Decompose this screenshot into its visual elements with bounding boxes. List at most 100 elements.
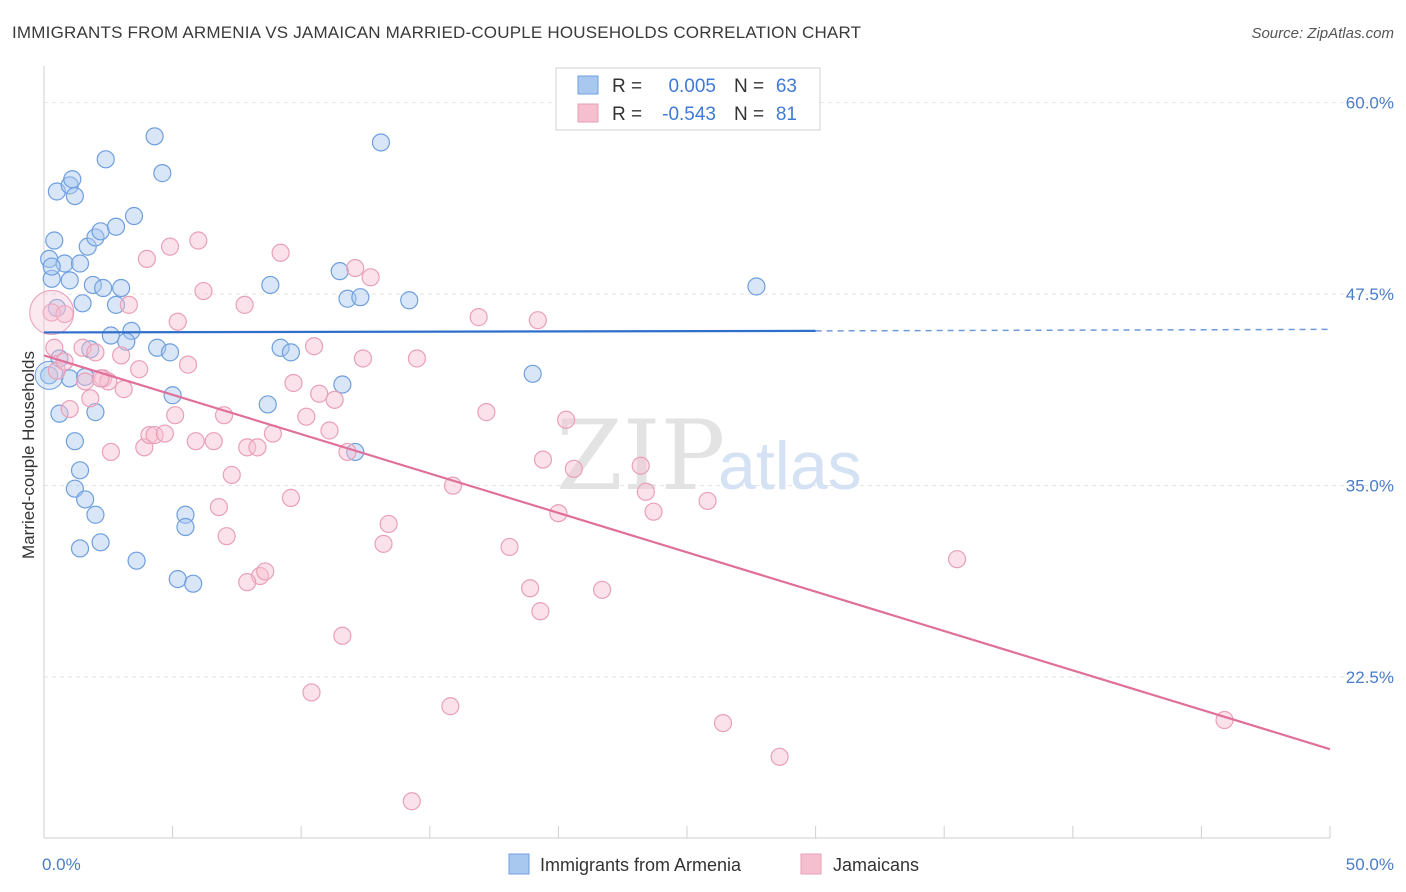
armenia-point-32 [70, 461, 90, 480]
legend-r-label-armenia: R = [612, 76, 642, 97]
jamaicans-point-48 [361, 268, 380, 287]
jamaicans-point-67 [333, 626, 352, 645]
armenia-point-57 [523, 364, 542, 383]
series-jamaicans-points [29, 231, 1234, 811]
armenia-point-21 [124, 206, 144, 226]
jamaicans-point-21 [166, 406, 185, 425]
series-armenia-points [34, 127, 766, 593]
legend-n-label-jamaicans: N = [734, 104, 764, 125]
jamaicans-point-54 [477, 403, 496, 422]
jamaicans-point-50 [379, 514, 398, 534]
jamaicans-point-79 [155, 424, 174, 443]
armenia-point-13 [83, 275, 102, 295]
jamaicans-point-39 [284, 373, 303, 393]
armenia-point-58 [747, 277, 766, 296]
jamaicans-point-7 [81, 389, 100, 408]
bottom-legend-swatch-jamaicans [800, 853, 822, 875]
armenia-point-9 [63, 170, 82, 189]
source-label: Source: ZipAtlas.com [1251, 25, 1394, 42]
jamaicans-point-41 [304, 337, 324, 356]
jamaicans-point-1 [45, 338, 64, 357]
jamaicans-point-80 [55, 304, 74, 324]
jamaicans-point-74 [947, 550, 967, 569]
x-tick-labels: 0.0% 50.0% [42, 855, 1394, 874]
jamaicans-point-26 [204, 432, 223, 451]
jamaicans-point-61 [593, 580, 612, 599]
legend-swatch-jamaicans [577, 103, 599, 123]
jamaicans-point-15 [130, 360, 149, 379]
jamaicans-point-25 [194, 281, 213, 301]
bottom-legend-swatch-armenia [508, 853, 530, 875]
armenia-point-43 [50, 404, 69, 423]
armenia-point-45 [81, 340, 100, 359]
armenia-point-11 [73, 294, 92, 313]
jamaicans-point-68 [302, 683, 321, 702]
stats-legend: R = 0.005 N = 63 R = -0.543 N = 81 [555, 67, 821, 131]
jamaicans-point-32 [238, 438, 257, 457]
legend-r-value-jamaicans: -0.543 [662, 104, 716, 125]
armenia-point-34 [76, 490, 95, 509]
trendline-jamaicans [43, 354, 1331, 751]
jamaicans-point-35 [256, 562, 275, 581]
jamaicans-point-59 [557, 410, 576, 429]
jamaicans-point-12 [112, 346, 131, 365]
jamaicans-point-49 [374, 534, 393, 553]
x-tick-label-1: 50.0% [1346, 855, 1394, 874]
legend-n-value-armenia: 63 [776, 76, 797, 97]
armenia-point-55 [371, 133, 391, 152]
y-tick-label-0: 60.0% [1346, 94, 1394, 113]
jamaicans-point-22 [168, 312, 187, 331]
jamaicans-point-23 [178, 355, 198, 374]
jamaicans-point-72 [713, 713, 733, 733]
jamaicans-point-40 [297, 407, 316, 426]
jamaicans-point-11 [101, 442, 120, 462]
armenia-point-37 [70, 539, 90, 558]
y-tick-label-1: 47.5% [1346, 285, 1394, 304]
jamaicans-point-42 [310, 384, 329, 403]
jamaicans-point-65 [698, 491, 717, 511]
jamaicans-point-14 [119, 295, 138, 314]
jamaicans-point-30 [222, 465, 241, 485]
jamaicans-point-29 [217, 527, 236, 546]
jamaicans-point-78 [189, 231, 208, 250]
y-tick-labels: 60.0% 47.5% 35.0% 22.5% [1346, 94, 1394, 688]
jamaicans-point-6 [76, 372, 95, 391]
armenia-point-42 [184, 574, 203, 593]
armenia-point-18 [106, 295, 126, 314]
stats-legend-box [555, 67, 821, 131]
armenia-point-3 [45, 231, 64, 250]
armenia-point-10 [70, 254, 90, 273]
jamaicans-point-71 [531, 602, 550, 621]
armenia-point-20 [112, 278, 131, 298]
armenia-point-39 [168, 569, 187, 589]
armenia-point-19 [96, 150, 115, 169]
armenia-point-54 [346, 442, 365, 462]
jamaicans-point-55 [500, 537, 519, 557]
y-tick-label-3: 22.5% [1346, 668, 1394, 687]
jamaicans-point-62 [631, 456, 650, 475]
armenia-point-46 [258, 395, 277, 414]
jamaicans-point-43 [320, 421, 339, 440]
armenia-point-38 [127, 551, 146, 570]
armenia-point-23 [153, 164, 172, 183]
armenia-point-62 [42, 257, 61, 276]
y-axis-label: Married-couple Households [19, 351, 38, 559]
armenia-point-26 [160, 343, 180, 362]
watermark-zip: ZIP [556, 400, 725, 512]
jamaicans-point-20 [160, 237, 180, 256]
armenia-point-8 [65, 186, 84, 206]
jamaicans-point-57 [533, 450, 553, 469]
jamaicans-point-2 [47, 361, 66, 380]
jamaicans-point-24 [186, 432, 205, 451]
armenia-point-49 [281, 343, 301, 362]
jamaicans-point-8 [86, 343, 105, 362]
jamaicans-point-37 [271, 243, 290, 262]
jamaicans-point-64 [644, 502, 663, 521]
series-legend: Immigrants from Armenia Jamaicans [508, 853, 919, 875]
y-tick-label-2: 35.0% [1346, 477, 1394, 496]
jamaicans-point-69 [441, 697, 460, 716]
chart-title: IMMIGRANTS FROM ARMENIA VS JAMAICAN MARR… [12, 23, 861, 42]
jamaicans-point-76 [402, 792, 421, 811]
armenia-point-17 [106, 217, 126, 236]
armenia-point-24 [122, 321, 141, 341]
